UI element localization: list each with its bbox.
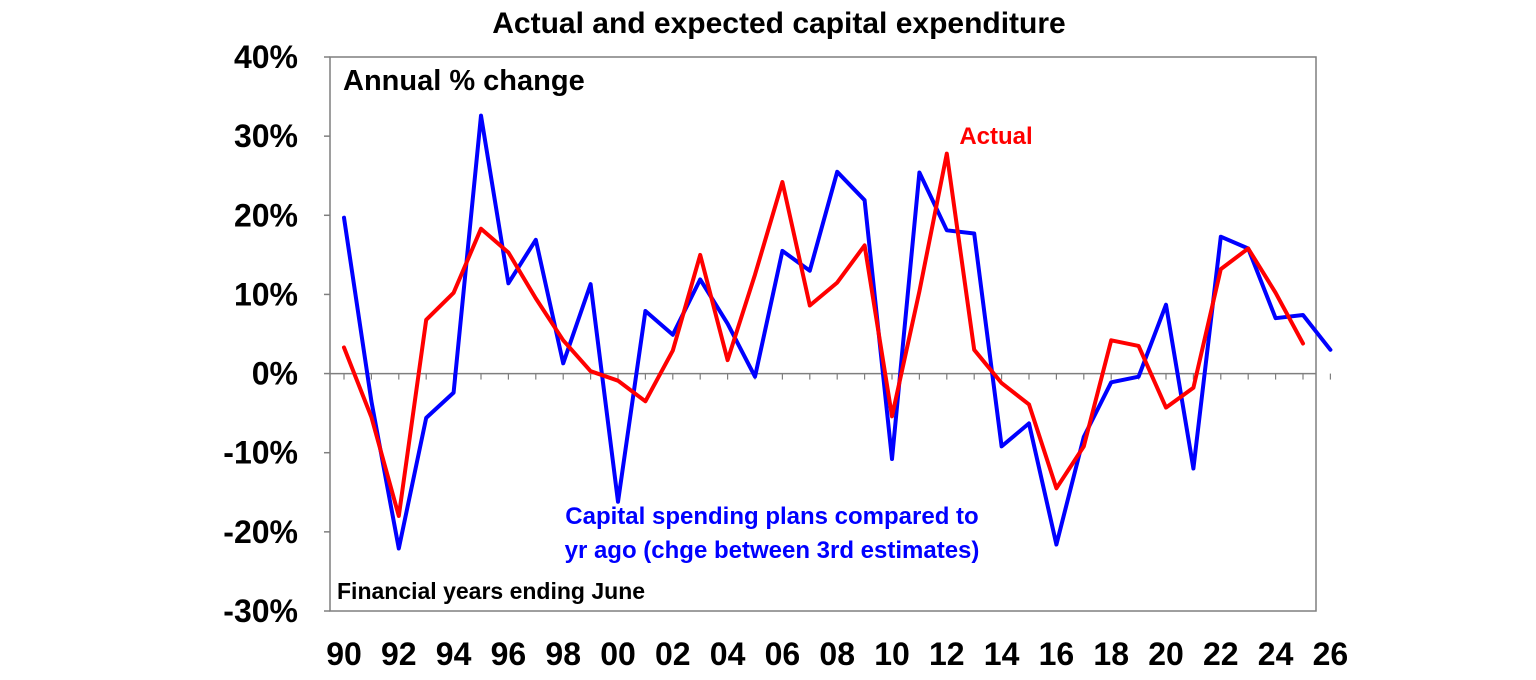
y-tick-label: 10% <box>234 276 298 312</box>
chart-title: Actual and expected capital expenditure <box>492 7 1066 40</box>
x-tick-label: 14 <box>984 636 1020 672</box>
series-layer <box>342 113 1333 551</box>
x-axis: 90 92 94 96 98 00 02 04 06 08 10 12 14 16 18 20 22 24 26 <box>326 373 1349 672</box>
plans-series-label-line1: Capital spending plans compared to <box>565 503 978 530</box>
plans-series-line <box>342 113 1333 551</box>
x-tick-label: 90 <box>326 636 362 672</box>
y-axis: -30% -20% -10% 0% 10% 20% 30% 40% <box>223 39 1316 629</box>
y-axis-label: Annual % change <box>343 65 585 97</box>
x-tick-label: 22 <box>1203 636 1239 672</box>
actual-series-line <box>342 151 1305 518</box>
y-tick-label: -10% <box>223 435 298 471</box>
x-tick-label: 02 <box>655 636 691 672</box>
x-tick-label: 92 <box>381 636 417 672</box>
x-tick-label: 96 <box>491 636 527 672</box>
y-tick-label: -30% <box>223 593 298 629</box>
x-tick-label: 18 <box>1093 636 1129 672</box>
x-tick-label: 04 <box>710 636 746 672</box>
x-axis-label: Financial years ending June <box>337 578 645 604</box>
x-tick-label: 16 <box>1039 636 1075 672</box>
y-tick-label: -20% <box>223 514 298 550</box>
y-tick-label: 40% <box>234 39 298 75</box>
x-tick-label: 26 <box>1313 636 1349 672</box>
plans-series-label-line2: yr ago (chge between 3rd estimates) <box>565 537 980 564</box>
x-tick-label: 06 <box>765 636 801 672</box>
y-tick-label: 20% <box>234 197 298 233</box>
y-tick-label: 0% <box>252 356 298 392</box>
y-tick-label: 30% <box>234 118 298 154</box>
x-tick-label: 20 <box>1148 636 1184 672</box>
x-tick-label: 00 <box>600 636 636 672</box>
x-tick-label: 94 <box>436 636 472 672</box>
x-tick-label: 98 <box>545 636 581 672</box>
x-tick-label: 24 <box>1258 636 1294 672</box>
actual-series-label: Actual <box>959 123 1032 150</box>
x-tick-label: 08 <box>819 636 855 672</box>
x-tick-label: 10 <box>874 636 910 672</box>
x-tick-label: 12 <box>929 636 965 672</box>
